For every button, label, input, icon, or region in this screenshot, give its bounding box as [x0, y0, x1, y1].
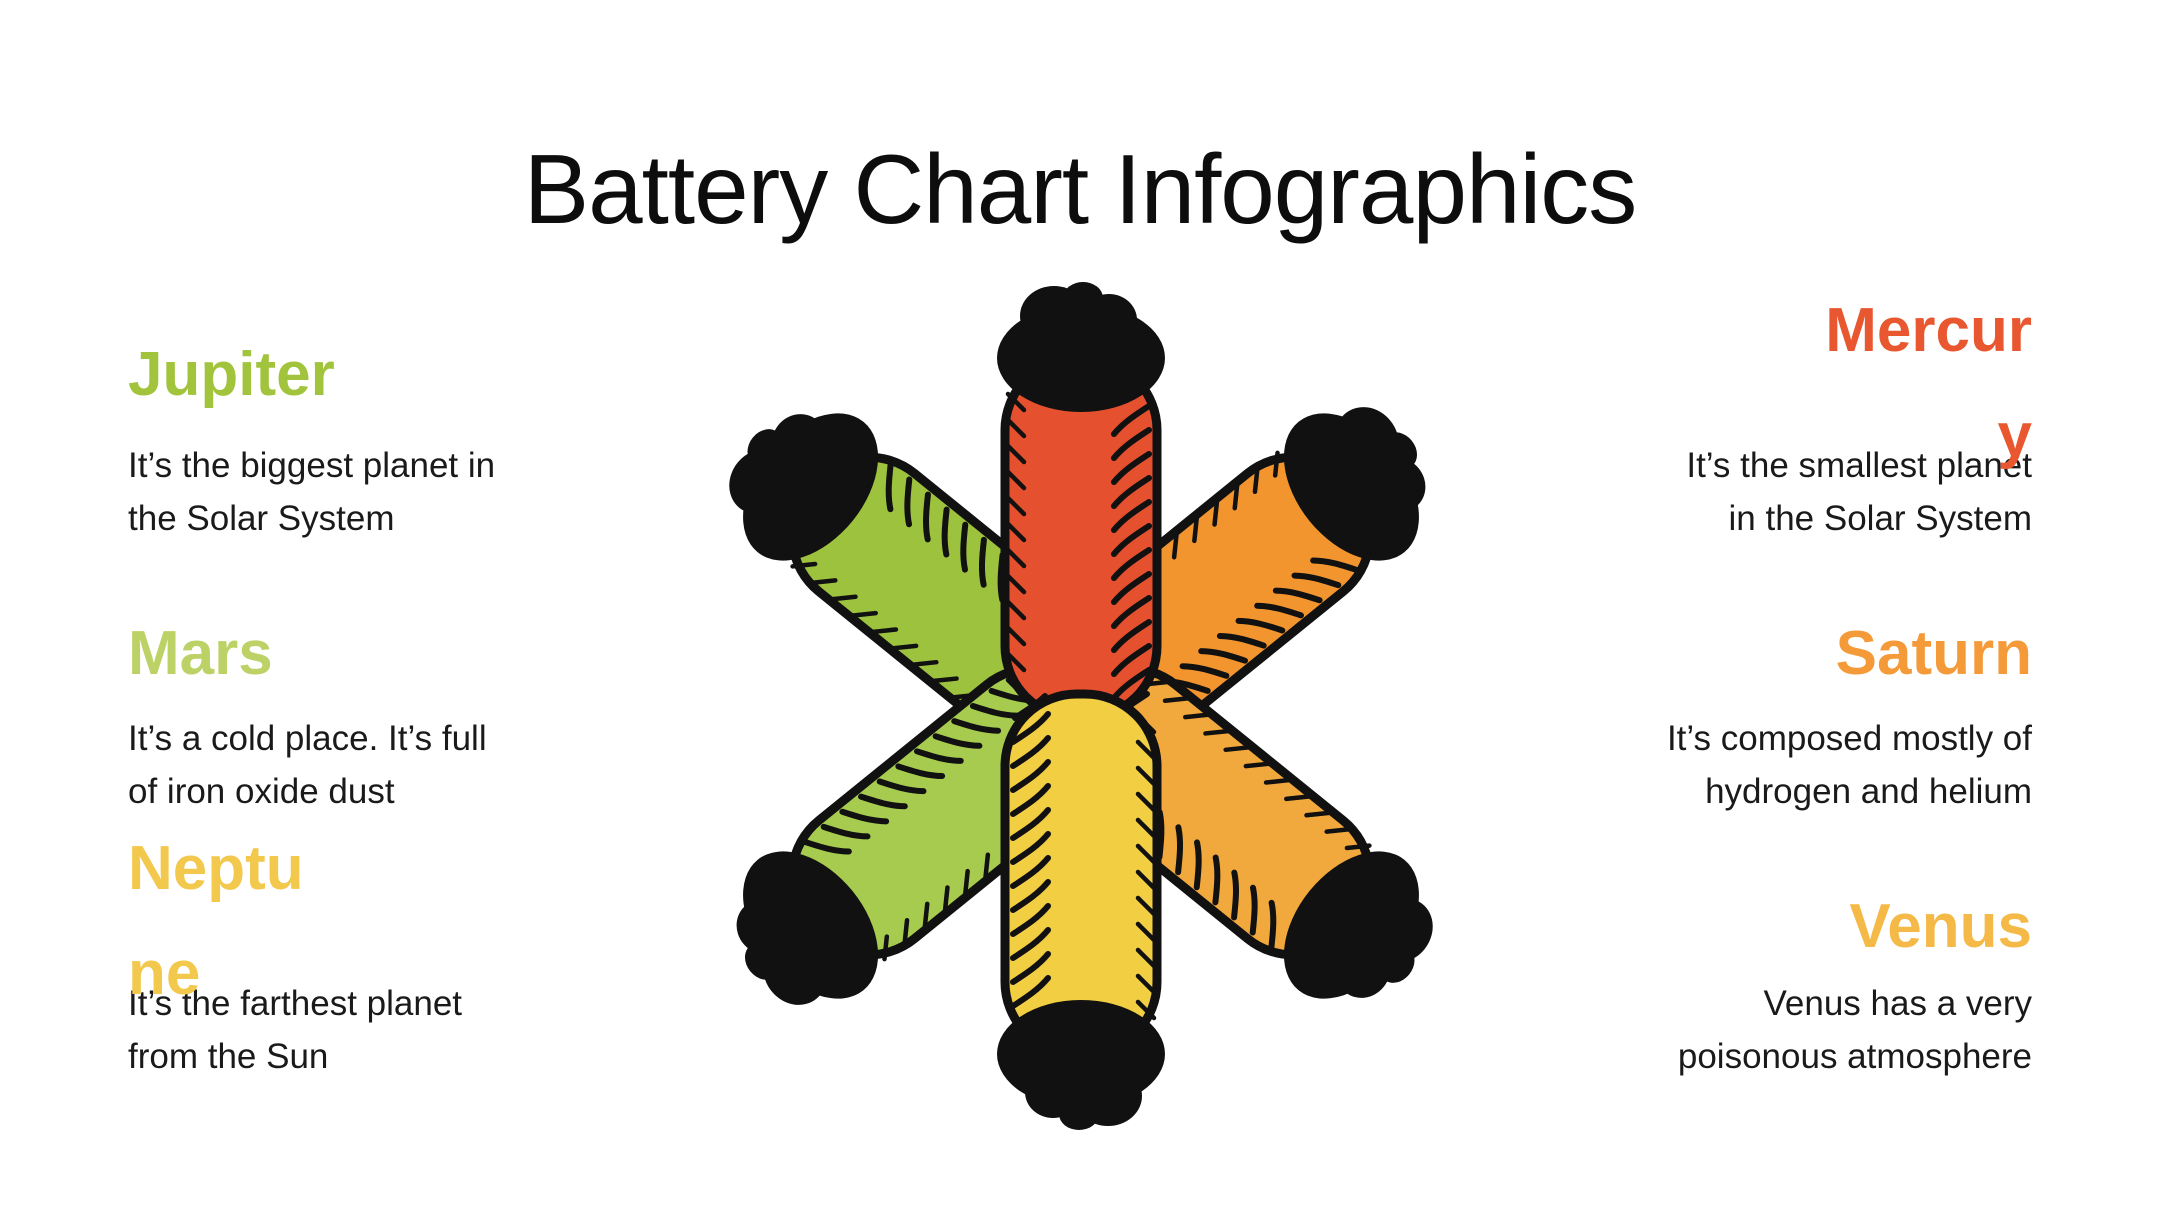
- planet-desc-mars: It’s a cold place. It’s full of iron oxi…: [128, 719, 487, 811]
- planet-desc-jupiter: It’s the biggest planet in the Solar Sys…: [128, 446, 496, 538]
- page-title: Battery Chart Infographics: [523, 133, 1637, 244]
- planet-desc-saturn: It’s composed mostly of hydrogen and hel…: [1666, 719, 2032, 811]
- battery-bottom: [997, 694, 1165, 1130]
- planet-name-mars: Mars: [128, 619, 273, 688]
- planet-name-jupiter: Jupiter: [128, 340, 335, 409]
- planet-desc-neptune: It’s the farthest planet from the Sun: [128, 984, 463, 1076]
- planet-desc-mercury: It’s the smallest planet in the Solar Sy…: [1686, 446, 2032, 538]
- planet-name-venus: Venus: [1849, 892, 2032, 961]
- planet-desc-venus: Venus has a very poisonous atmosphere: [1677, 984, 2032, 1076]
- planet-name-saturn: Saturn: [1835, 619, 2032, 688]
- planet-name-mercury: Mercur y: [1825, 296, 2032, 471]
- planet-name-neptune: Neptu ne: [128, 834, 304, 1009]
- battery-star-graphic: [651, 276, 1511, 1136]
- battery-top: [997, 282, 1165, 718]
